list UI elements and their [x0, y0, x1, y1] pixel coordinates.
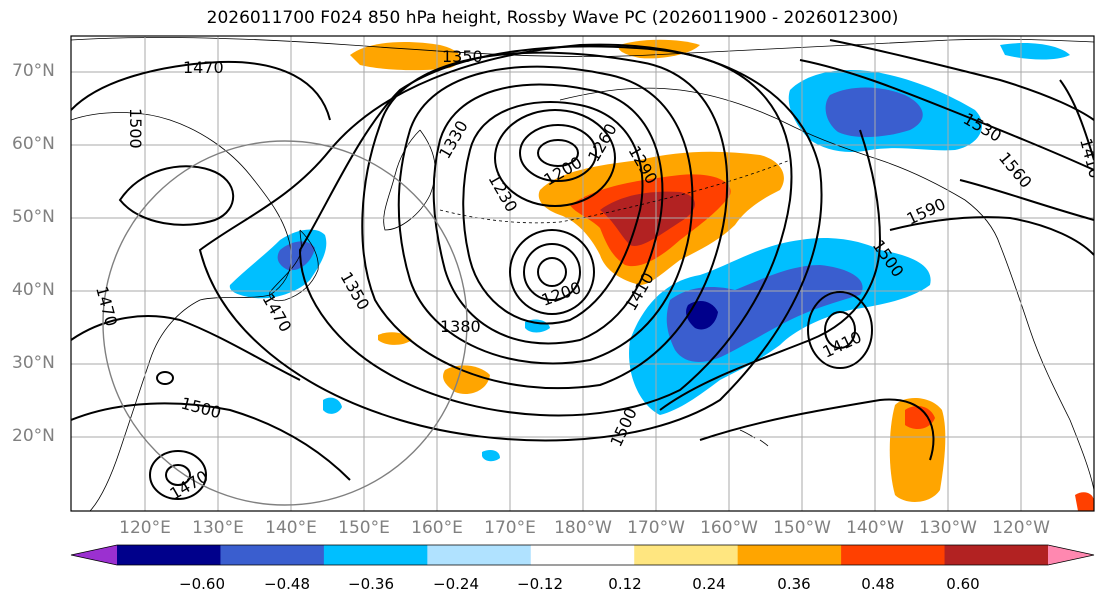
anomaly-shading: [229, 39, 1094, 511]
colorbar-tick: −0.12: [517, 575, 563, 593]
negative-anomaly-small3: [482, 450, 500, 462]
colorbar-tick: −0.48: [264, 575, 310, 593]
arctic-coast: [71, 37, 1094, 57]
lat-label: 70°N: [12, 61, 55, 81]
coastlines: [71, 37, 1094, 511]
colorbar-cell: [220, 545, 325, 565]
highlight-circle: [102, 140, 468, 506]
lon-label: 170°E: [484, 518, 536, 538]
lon-label: 120°W: [992, 518, 1050, 538]
colorbar-tick: 0.48: [861, 575, 895, 593]
lat-label: 60°N: [12, 134, 55, 154]
lon-label: 150°W: [773, 518, 831, 538]
positive-anomaly-aleutian-peak: [600, 191, 695, 246]
lon-label: 140°W: [846, 518, 904, 538]
colorbar-cell: [530, 545, 635, 565]
low-center-south: [537, 257, 567, 287]
contour-label: 1500: [126, 108, 145, 149]
colorbar-tick: −0.24: [433, 575, 479, 593]
colorbar-cell: [634, 545, 739, 565]
colorbar-cell: [323, 545, 428, 565]
colorbar-tick: 0.60: [946, 575, 980, 593]
contour-label: 1380: [440, 317, 481, 336]
lon-label: 140°E: [265, 518, 317, 538]
lat-label: 50°N: [12, 207, 55, 227]
lat-label: 30°N: [12, 353, 55, 373]
negative-anomaly-alaska-core: [825, 87, 923, 138]
colorbar-cell: [944, 545, 1049, 565]
alaska-coast: [559, 87, 1001, 246]
colorbar: [70, 544, 1095, 566]
positive-anomaly-corner: [1075, 492, 1094, 511]
colorbar-tick: 0.12: [608, 575, 642, 593]
lat-label: 40°N: [12, 280, 55, 300]
low-center-north: [537, 139, 579, 167]
graticule: [71, 36, 1094, 511]
positive-anomaly-okhotsk: [350, 42, 461, 71]
map-frame: [70, 35, 1095, 512]
colorbar-tick: 0.36: [777, 575, 811, 593]
lon-label: 160°W: [700, 518, 758, 538]
negative-anomaly-pacific-core: [666, 265, 863, 362]
negative-anomaly-small1: [323, 397, 342, 414]
contour-label: 1350: [442, 47, 483, 66]
map: 1350 1470 1500 1330 1230 1260 1290 1200 …: [70, 35, 1095, 512]
map-layer: 1350 1470 1500 1330 1230 1260 1290 1200 …: [71, 36, 1094, 511]
negative-anomaly-pacific-peak: [686, 300, 718, 330]
colorbar-outline: [70, 544, 1095, 566]
colorbar-cell: [427, 545, 532, 565]
negative-anomaly-corner: [1000, 43, 1070, 60]
colorbar-cell: [1048, 545, 1094, 565]
colorbar-cell: [71, 545, 117, 565]
negative-anomaly-japan-core: [277, 241, 315, 271]
page-title: 2026011700 F024 850 hPa height, Rossby W…: [206, 8, 899, 28]
lon-label: 170°W: [627, 518, 685, 538]
lon-label: 130°E: [192, 518, 244, 538]
low-center-east: [824, 311, 856, 349]
lon-label: 180°W: [554, 518, 612, 538]
aleutian-chain: [439, 159, 791, 224]
colorbar-cell: [841, 545, 946, 565]
colorbar-tick: 0.24: [692, 575, 726, 593]
colorbar-tick: −0.60: [179, 575, 225, 593]
lon-label: 120°E: [119, 518, 171, 538]
lon-label: 150°E: [338, 518, 390, 538]
positive-anomaly-baja-core: [905, 406, 935, 430]
lon-label: 130°W: [919, 518, 977, 538]
north-america-coast: [999, 244, 1094, 491]
height-contours: [71, 39, 1094, 500]
lon-label: 160°E: [411, 518, 463, 538]
colorbar-tick: −0.36: [348, 575, 394, 593]
colorbar-cell: [117, 545, 221, 565]
contour-label: 1470: [183, 58, 224, 77]
lat-label: 20°N: [12, 426, 55, 446]
colorbar-cell: [737, 545, 842, 565]
